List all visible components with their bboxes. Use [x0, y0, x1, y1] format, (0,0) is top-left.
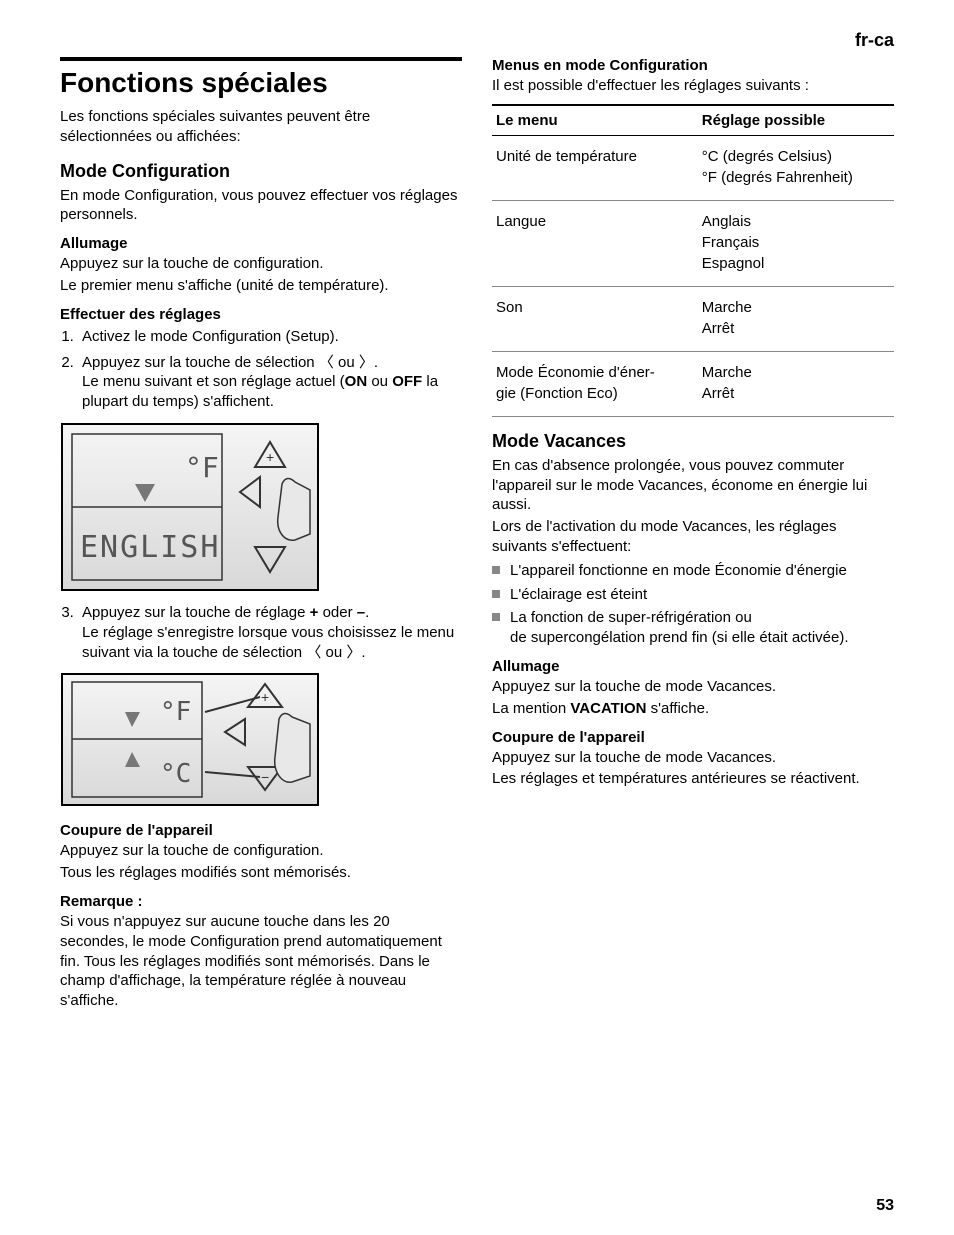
allumage-line1: Appuyez sur la touche de configuration.: [60, 254, 462, 274]
vac-coupure-2: Les réglages et températures antérieures…: [492, 769, 894, 789]
vac-allumage-heading: Allumage: [492, 658, 894, 675]
coupure-line2: Tous les réglages modifiés sont mémorisé…: [60, 863, 462, 883]
menus-heading: Menus en mode Configuration: [492, 57, 894, 74]
bullet-1: L'appareil fonctionne en mode Économie d…: [492, 561, 894, 581]
coupure-heading: Coupure de l'appareil: [60, 822, 462, 839]
page-title: Fonctions spéciales: [60, 67, 462, 99]
vacances-bullets: L'appareil fonctionne en mode Économie d…: [492, 561, 894, 648]
right-column: Menus en mode Configuration Il est possi…: [492, 57, 894, 1013]
step3-text-e: .: [361, 644, 365, 661]
chevron-left-icon: 〈: [306, 644, 321, 661]
settings-table: Le menu Réglage possible Unité de tempér…: [492, 104, 894, 417]
step-2: Appuyez sur la touche de sélection 〈 ou …: [78, 353, 462, 412]
remarque-text: Si vous n'appuyez sur aucune touche dans…: [60, 912, 462, 1011]
table-cell-setting: MarcheArrêt: [698, 286, 894, 351]
vac-coupure-heading: Coupure de l'appareil: [492, 729, 894, 746]
vacances-p2: Lors de l'activation du mode Vacances, l…: [492, 517, 894, 557]
table-cell-menu: Son: [492, 286, 698, 351]
step2-text-d: Le menu suivant et son réglage actuel (: [82, 373, 345, 390]
steps-list-cont: Appuyez sur la touche de réglage + oder …: [60, 603, 462, 662]
vac-allumage-1: Appuyez sur la touche de mode Vacances.: [492, 677, 894, 697]
coupure-line1: Appuyez sur la touche de configuration.: [60, 841, 462, 861]
step3-text-c: Le réglage s'enregistre lorsque vous cho…: [82, 624, 454, 661]
svg-text:+: +: [266, 449, 274, 465]
remarque-heading: Remarque :: [60, 893, 462, 910]
vacances-p1: En cas d'absence prolongée, vous pouvez …: [492, 456, 894, 515]
vac-all-2a: La mention: [492, 700, 570, 717]
locale-label: fr-ca: [60, 30, 894, 51]
allumage-line2: Le premier menu s'affiche (unité de temp…: [60, 276, 462, 296]
step2-text-b: ou: [334, 354, 359, 371]
section-divider: [60, 57, 462, 61]
step-3: Appuyez sur la touche de réglage + oder …: [78, 603, 462, 662]
vac-all-2b: s'affiche.: [647, 700, 710, 717]
intro-text: Les fonctions spéciales suivantes peuven…: [60, 107, 462, 147]
step3-text-b: .: [365, 604, 369, 621]
vacances-heading: Mode Vacances: [492, 431, 894, 452]
step2-or: ou: [367, 373, 392, 390]
svg-text:−: −: [261, 769, 269, 785]
vacation-label: VACATION: [570, 700, 646, 717]
effectuer-heading: Effectuer des réglages: [60, 306, 462, 323]
table-cell-menu: Unité de température: [492, 135, 698, 200]
step2-off: OFF: [392, 373, 422, 390]
lcd-english-text: ENGLISH: [80, 530, 220, 565]
table-cell-menu: Langue: [492, 200, 698, 286]
table-row: Mode Économie d'éner-gie (Fonction Eco)M…: [492, 351, 894, 416]
table-cell-setting: AnglaisFrançaisEspagnol: [698, 200, 894, 286]
chevron-right-icon: 〉: [359, 354, 374, 371]
table-row: SonMarcheArrêt: [492, 286, 894, 351]
left-column: Fonctions spéciales Les fonctions spécia…: [60, 57, 462, 1013]
steps-list: Activez le mode Configuration (Setup). A…: [60, 327, 462, 412]
figure-display-english: °F ENGLISH +: [60, 422, 462, 597]
minus-icon: –: [357, 604, 365, 621]
step2-on: ON: [345, 373, 368, 390]
menus-text: Il est possible d'effectuer les réglages…: [492, 76, 894, 96]
step2-text-c: .: [374, 354, 378, 371]
page-number: 53: [876, 1197, 894, 1215]
allumage-heading: Allumage: [60, 235, 462, 252]
bullet-3: La fonction de super-réfrigération ou de…: [492, 608, 894, 648]
bullet-3b: de supercongélation prend fin (si elle é…: [510, 629, 849, 646]
chevron-right-icon: 〉: [346, 644, 361, 661]
table-cell-menu: Mode Économie d'éner-gie (Fonction Eco): [492, 351, 698, 416]
chevron-left-icon: 〈: [319, 354, 334, 371]
mode-config-text: En mode Configuration, vous pouvez effec…: [60, 186, 462, 226]
table-cell-setting: MarcheArrêt: [698, 351, 894, 416]
lcd-f-text: °F: [185, 451, 219, 484]
svg-text:+: +: [261, 689, 269, 705]
table-col-menu: Le menu: [492, 105, 698, 136]
step-1: Activez le mode Configuration (Setup).: [78, 327, 462, 347]
lcd-f-text: °F: [160, 697, 191, 727]
step3-text-d: ou: [321, 644, 346, 661]
two-column-layout: Fonctions spéciales Les fonctions spécia…: [60, 57, 894, 1013]
bullet-2: L'éclairage est éteint: [492, 585, 894, 605]
bullet-3a: La fonction de super-réfrigération ou: [510, 609, 752, 626]
step2-text-a: Appuyez sur la touche de sélection: [82, 354, 319, 371]
page: fr-ca Fonctions spéciales Les fonctions …: [0, 0, 954, 1235]
table-row: Unité de température°C (degrés Celsius)°…: [492, 135, 894, 200]
figure-display-fc: °F °C + −: [60, 672, 462, 812]
step3-oder: oder: [318, 604, 356, 621]
vac-coupure-1: Appuyez sur la touche de mode Vacances.: [492, 748, 894, 768]
table-cell-setting: °C (degrés Celsius)°F (degrés Fahrenheit…: [698, 135, 894, 200]
vac-allumage-2: La mention VACATION s'affiche.: [492, 699, 894, 719]
table-row: LangueAnglaisFrançaisEspagnol: [492, 200, 894, 286]
lcd-c-text: °C: [160, 759, 191, 789]
table-col-setting: Réglage possible: [698, 105, 894, 136]
mode-config-heading: Mode Configuration: [60, 161, 462, 182]
step3-text-a: Appuyez sur la touche de réglage: [82, 604, 310, 621]
